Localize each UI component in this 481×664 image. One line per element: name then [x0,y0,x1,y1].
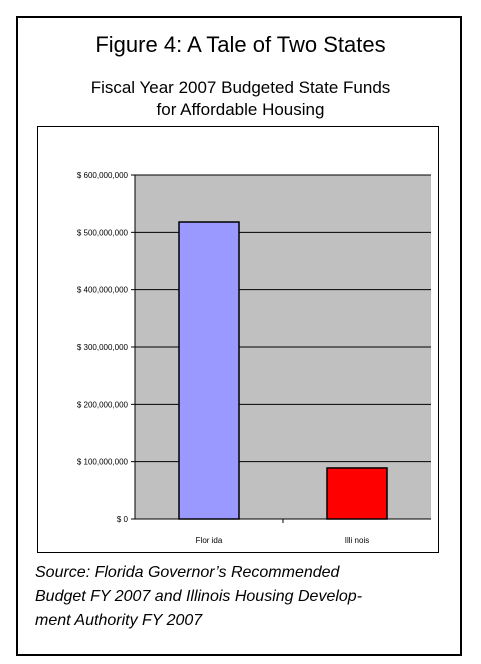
y-tick-label-6: $ 600,000,000 [77,171,129,180]
chart-area: $ 0 $ 100,000,000 $ 200,000,000 $ 300,000,0… [37,126,439,553]
x-tick-label-florida: Flor ida [196,536,223,545]
y-tick-label-5: $ 500,000,000 [77,228,129,237]
chart-subtitle-line2: for Affordable Housing [156,100,325,119]
chart-subtitle-line1: Fiscal Year 2007 Budgeted State Funds [90,78,391,97]
y-tick-label-2: $ 200,000,000 [77,400,129,409]
bar-florida [178,221,240,520]
y-tick-label-0: $ 0 [117,515,129,524]
y-tick-label-4: $ 400,000,000 [77,286,129,295]
bar-illinois [326,467,388,520]
y-tick-label-1: $ 100,000,000 [77,458,129,467]
bar-chart: $ 0 $ 100,000,000 $ 200,000,000 $ 300,000,0… [77,171,431,545]
source-line-3: ment Authority FY 2007 [35,612,203,629]
x-tick-label-illinois: Illi nois [345,536,369,545]
figure-frame [16,16,462,656]
source-note: Source: Florida Governor’s Recommended B… [35,561,445,633]
figure-title: Figure 4: A Tale of Two States [95,32,386,57]
y-tick-label-3: $ 300,000,000 [77,343,129,352]
source-line-1: Source: Florida Governor’s Recommended [35,564,340,581]
source-line-2: Budget FY 2007 and Illinois Housing Deve… [35,588,363,605]
